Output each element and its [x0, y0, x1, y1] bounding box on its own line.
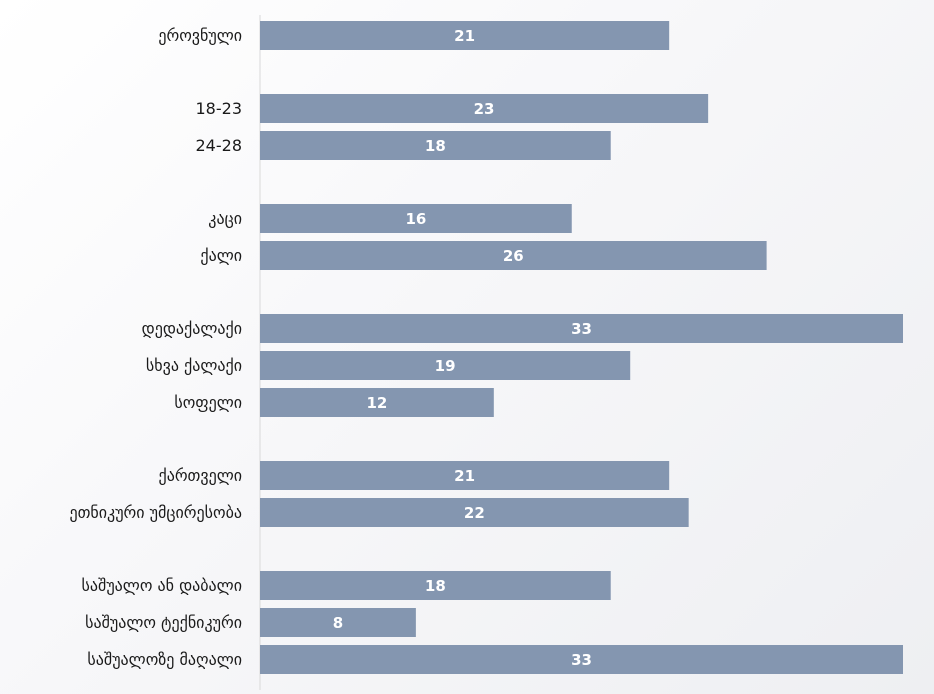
category-tick-label: 24-28: [196, 136, 243, 155]
bar-value-label: 22: [464, 504, 485, 522]
category-tick-label: 18-23: [196, 99, 243, 118]
bar: [260, 645, 903, 674]
category-tick-label: ეთნიკური უმცირესობა: [69, 503, 242, 522]
bar-value-label: 21: [454, 27, 475, 45]
category-tick-label: დედაქალაქი: [142, 319, 242, 338]
bar: [260, 94, 709, 123]
bar: [260, 204, 572, 233]
bar: [260, 498, 689, 527]
category-tick-label: სხვა ქალაქი: [146, 356, 242, 375]
bar: [260, 351, 631, 380]
bar-value-label: 33: [571, 651, 592, 669]
bar: [260, 131, 611, 160]
bar: [260, 608, 416, 637]
bar-value-label: 8: [333, 614, 343, 632]
bar-value-label: 23: [474, 100, 495, 118]
bar-value-label: 12: [366, 394, 387, 412]
category-tick-label: საშუალო ან დაბალი: [82, 576, 242, 595]
bar: [260, 314, 903, 343]
bar: [260, 388, 494, 417]
bar-value-label: 26: [503, 247, 524, 265]
category-tick-label: საშუალო ტექნიკური: [85, 613, 242, 632]
bar-value-label: 19: [435, 357, 456, 375]
category-tick-label: საშუალოზე მაღალი: [87, 650, 242, 669]
bar-value-label: 33: [571, 320, 592, 338]
category-tick-label: ქართველი: [158, 466, 242, 485]
category-tick-label: კაცი: [208, 209, 242, 228]
bar-value-label: 16: [405, 210, 426, 228]
bar: [260, 461, 670, 490]
bar-value-label: 18: [425, 577, 446, 595]
category-tick-label: ქალი: [200, 246, 242, 265]
bar: [260, 21, 670, 50]
category-tick-label: ეროვნული: [158, 26, 242, 45]
bar-value-label: 21: [454, 467, 475, 485]
bar-value-label: 18: [425, 137, 446, 155]
category-tick-label: სოფელი: [174, 393, 242, 412]
bar: [260, 241, 767, 270]
bar: [260, 571, 611, 600]
